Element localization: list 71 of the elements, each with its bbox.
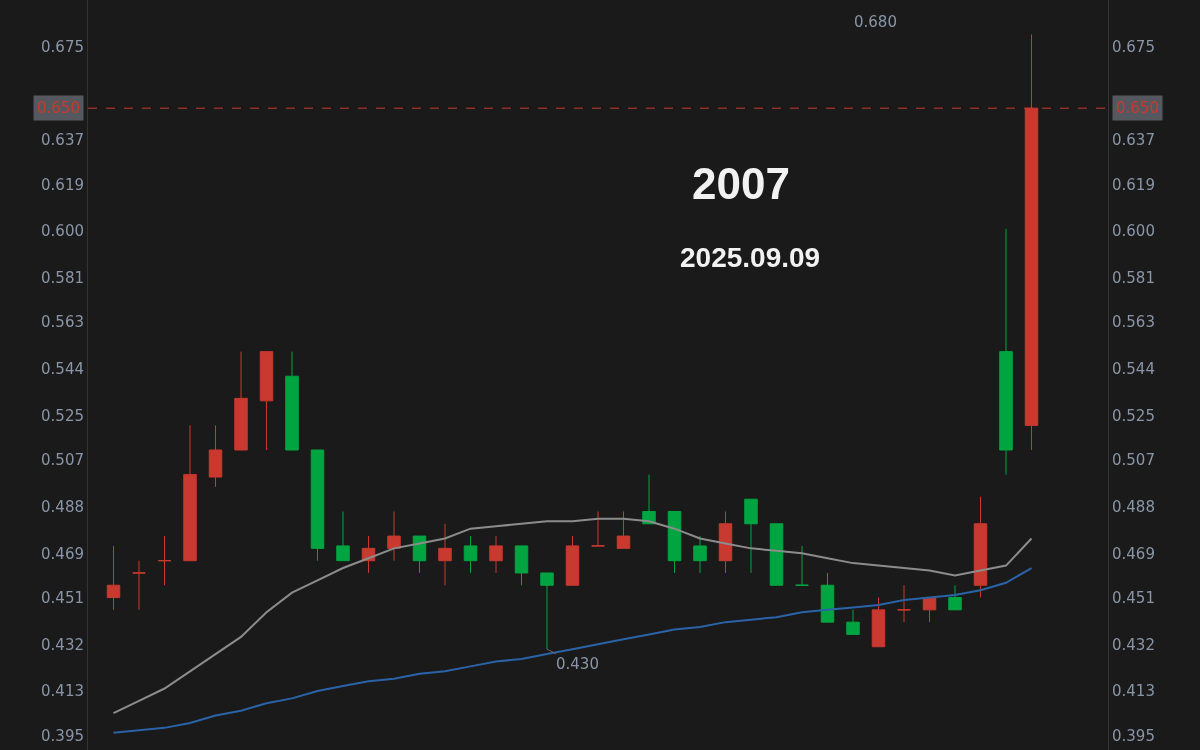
ref-line-label: 0.650 <box>1116 99 1159 117</box>
candlestick <box>208 424 223 488</box>
candlestick <box>693 535 707 574</box>
candlestick <box>438 523 452 586</box>
y2-tick-label: 0.581 <box>1112 269 1155 288</box>
annotation: 2025.09.09 <box>680 242 821 273</box>
y2-tick-label: 0.469 <box>1112 544 1155 563</box>
candlestick <box>183 424 197 562</box>
candlestick <box>871 597 886 648</box>
y-tick-label: 0.600 <box>41 222 84 241</box>
candlestick <box>157 535 172 586</box>
candlestick <box>973 496 988 599</box>
candlestick <box>744 498 758 574</box>
y-tick-label: 0.507 <box>41 451 84 470</box>
candlestick <box>387 510 401 562</box>
candlestick <box>259 351 274 451</box>
candlestick <box>846 609 860 635</box>
y2-tick-label: 0.637 <box>1112 131 1155 150</box>
annotation: 0.430 <box>556 655 599 673</box>
y2-tick-label: 0.563 <box>1112 313 1155 332</box>
candlestick <box>489 535 503 574</box>
candlestick <box>310 449 325 562</box>
y-tick-label: 0.637 <box>41 131 84 150</box>
candlestick <box>795 545 809 586</box>
line-series <box>112 517 1033 715</box>
y-tick-label: 0.525 <box>41 406 84 425</box>
y2-tick-label: 0.395 <box>1112 726 1155 745</box>
y2-tick-label: 0.619 <box>1112 175 1155 194</box>
candlestick <box>285 351 299 451</box>
y2-tick-label: 0.675 <box>1112 37 1155 56</box>
y2-tick-label: 0.525 <box>1112 406 1155 425</box>
y2-tick-label: 0.544 <box>1112 360 1155 379</box>
y2-tick-label: 0.488 <box>1112 497 1155 516</box>
annotation: 0.680 <box>854 13 897 31</box>
y2-tick-label: 0.451 <box>1112 588 1155 607</box>
candlestick <box>463 535 478 574</box>
y-tick-label: 0.544 <box>41 360 84 379</box>
y-tick-label: 0.413 <box>41 682 84 701</box>
candlestick <box>412 535 427 574</box>
y-tick-label: 0.563 <box>41 313 84 332</box>
y2-tick-label: 0.432 <box>1112 635 1155 654</box>
candlestick <box>616 510 631 549</box>
candlestick <box>820 572 835 623</box>
y2-tick-label: 0.413 <box>1112 682 1155 701</box>
y-tick-label: 0.395 <box>41 726 84 745</box>
candlestick <box>106 545 121 611</box>
y-tick-label: 0.432 <box>41 635 84 654</box>
candlestick <box>769 523 784 586</box>
candlestick <box>234 351 248 451</box>
y2-tick-label: 0.507 <box>1112 451 1155 470</box>
candlestick <box>565 535 580 586</box>
candlestick <box>336 510 350 562</box>
candlestick <box>132 560 146 611</box>
y2-tick-label: 0.600 <box>1112 222 1155 241</box>
annotation: 2007 <box>692 159 790 208</box>
candlestick <box>999 228 1013 476</box>
candlestick <box>591 510 605 547</box>
candlestick <box>667 510 682 574</box>
y-tick-label: 0.488 <box>41 497 84 516</box>
y-tick-label: 0.451 <box>41 588 84 607</box>
candlestick <box>718 510 733 574</box>
candlestick <box>514 545 529 586</box>
y-tick-label: 0.581 <box>41 269 84 288</box>
y-tick-label: 0.619 <box>41 175 84 194</box>
y-tick-label: 0.675 <box>41 37 84 56</box>
y-tick-label: 0.469 <box>41 544 84 563</box>
text: 0.650 <box>37 99 80 117</box>
candlestick <box>948 584 962 611</box>
line-series <box>112 567 1033 734</box>
candlestick <box>897 584 911 623</box>
candlestick <box>540 572 554 650</box>
